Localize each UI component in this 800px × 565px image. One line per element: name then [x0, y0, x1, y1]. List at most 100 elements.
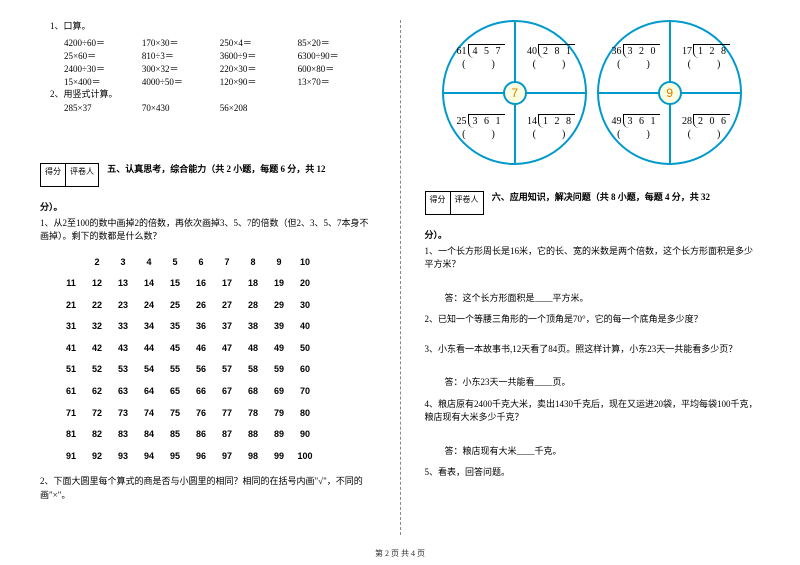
problem-2: 2、已知一个等腰三角形的一个顶角是70°，它的每一个底角是多少度？: [425, 313, 761, 327]
long-division: 253 6 1: [455, 114, 505, 128]
grid-cell: 98: [240, 446, 266, 468]
problem-3: 3、小东看一本故事书,12天看了84页。照这样计算，小东23天一共能看多少页？: [425, 343, 761, 357]
calc-row: 25×60＝810÷3＝3600÷9＝6300÷90＝: [40, 49, 376, 62]
score-box: 得分 评卷人: [40, 163, 99, 187]
grid-cell: 65: [162, 381, 188, 403]
long-division: 282 0 6: [680, 114, 730, 128]
paren-blank: ( ): [688, 128, 723, 141]
grid-cell: 48: [240, 338, 266, 360]
calc-cell: 300×32＝: [142, 62, 220, 75]
grid-cell: 86: [188, 424, 214, 446]
grid-cell: 49: [266, 338, 292, 360]
grid-cell: 3: [110, 252, 136, 274]
grid-cell: 33: [110, 316, 136, 338]
calc-cell: 4000÷50＝: [142, 75, 220, 88]
grid-cell: 25: [162, 295, 188, 317]
grid-cell: 85: [162, 424, 188, 446]
grid-cell: 83: [110, 424, 136, 446]
grid-cell: 72: [84, 403, 110, 425]
q2-a: 285×37: [64, 103, 142, 113]
grid-cell: 2: [84, 252, 110, 274]
right-column: 614 5 7( )402 8 1( )253 6 1( )141 2 8( )…: [425, 20, 761, 535]
problem-4: 4、粮店原有2400千克大米，卖出1430千克后，现在又运进20袋，平均每袋10…: [425, 398, 761, 425]
calc-cell: 85×20＝: [298, 36, 376, 49]
grid-cell: 99: [266, 446, 292, 468]
calc-cell: 25×60＝: [64, 49, 142, 62]
grid-cell: 24: [136, 295, 162, 317]
long-division: 493 6 1: [610, 114, 660, 128]
section5-title: 五、认真思考，综合能力（共 2 小题，每题 6 分，共 12: [107, 164, 325, 174]
paren-blank: ( ): [462, 58, 497, 71]
grid-cell: 76: [188, 403, 214, 425]
calc-cell: 2400÷30＝: [64, 62, 142, 75]
calc-cell: 13×70＝: [298, 75, 376, 88]
calc-cell: 4200÷60＝: [64, 36, 142, 49]
paren-blank: ( ): [533, 58, 568, 71]
q2-b: 70×430: [142, 103, 220, 113]
grid-cell: 38: [240, 316, 266, 338]
long-division: 171 2 8: [680, 44, 730, 58]
section5-tail: 分）。: [40, 201, 376, 215]
section6-tail: 分）。: [425, 229, 761, 243]
calc-row: 15×400＝4000÷50＝120×90＝13×70＝: [40, 75, 376, 88]
grid-cell: 44: [136, 338, 162, 360]
grid-cell: 94: [136, 446, 162, 468]
calc-row: 4200÷60＝170×30＝250×4＝85×20＝: [40, 36, 376, 49]
reviewer-label: 评卷人: [66, 164, 98, 186]
paren-blank: ( ): [462, 128, 497, 141]
grid-cell: 23: [110, 295, 136, 317]
grid-row: 11121314151617181920: [58, 273, 376, 295]
calc-cell: 810÷3＝: [142, 49, 220, 62]
grid-cell: 37: [214, 316, 240, 338]
grid-cell: 97: [214, 446, 240, 468]
quadrant: 171 2 8( ): [670, 22, 741, 93]
quadrant: 141 2 8( ): [515, 93, 586, 164]
grid-cell: 47: [214, 338, 240, 360]
answer-4: 答：粮店现有大米____千克。: [445, 445, 761, 459]
grid-cell: 57: [214, 359, 240, 381]
grid-cell: 41: [58, 338, 84, 360]
grid-cell: 6: [188, 252, 214, 274]
grid-cell: 36: [188, 316, 214, 338]
grid-cell: 27: [214, 295, 240, 317]
grid-cell: 55: [162, 359, 188, 381]
grid-cell: 22: [84, 295, 110, 317]
grid-cell: 40: [292, 316, 318, 338]
grid-cell: 17: [214, 273, 240, 295]
grid-cell: 68: [240, 381, 266, 403]
number-grid: 2345678910111213141516171819202122232425…: [58, 252, 376, 468]
grid-cell: 34: [136, 316, 162, 338]
calc-cell: 220×30＝: [220, 62, 298, 75]
grid-cell: 89: [266, 424, 292, 446]
big-circle: 363 2 0( )171 2 8( )493 6 1( )282 0 6( )…: [597, 20, 742, 165]
grid-cell: 51: [58, 359, 84, 381]
calc-cell: 15×400＝: [64, 75, 142, 88]
q1-title: 1、口算。: [40, 20, 376, 34]
grid-cell: 58: [240, 359, 266, 381]
grid-cell: 74: [136, 403, 162, 425]
paren-blank: ( ): [617, 58, 652, 71]
grid-cell: 66: [188, 381, 214, 403]
calc-cell: 170×30＝: [142, 36, 220, 49]
quadrant: 493 6 1( ): [599, 93, 670, 164]
grid-cell: 90: [292, 424, 318, 446]
grid-cell: 12: [84, 273, 110, 295]
grid-cell: 64: [136, 381, 162, 403]
grid-cell: 10: [292, 252, 318, 274]
grid-cell: 8: [240, 252, 266, 274]
grid-cell: 100: [292, 446, 318, 468]
grid-cell: 54: [136, 359, 162, 381]
grid-cell: 15: [162, 273, 188, 295]
paren-blank: ( ): [617, 128, 652, 141]
paren-blank: ( ): [688, 58, 723, 71]
grid-cell: 30: [292, 295, 318, 317]
grid-cell: 61: [58, 381, 84, 403]
grid-cell: 67: [214, 381, 240, 403]
calc-cell: 600×80＝: [298, 62, 376, 75]
grid-cell: 95: [162, 446, 188, 468]
answer-3: 答：小东23天一共能看____页。: [445, 376, 761, 390]
grid-cell: 14: [136, 273, 162, 295]
grid-cell: 7: [214, 252, 240, 274]
score-label: 得分: [41, 164, 66, 186]
grid-row: 41424344454647484950: [58, 338, 376, 360]
